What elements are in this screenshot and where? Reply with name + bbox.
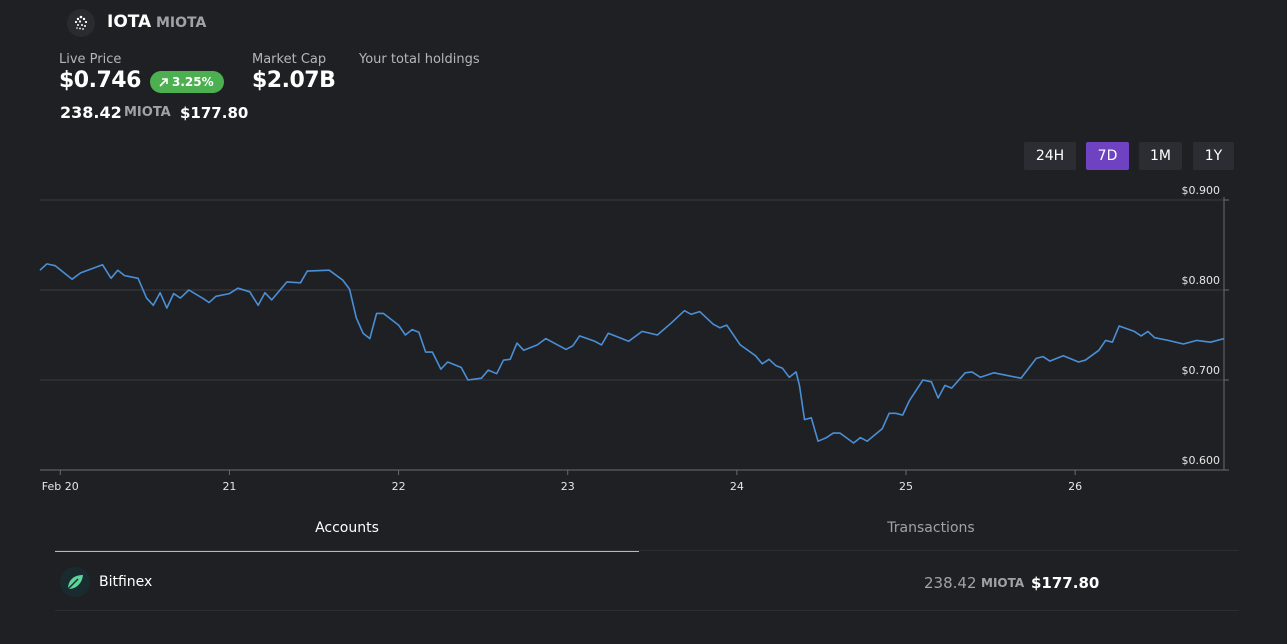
range-button[interactable]: 24H [1024, 142, 1076, 170]
holdings-label: Your total holdings [359, 52, 480, 67]
account-amount: 238.42 [924, 574, 977, 592]
holdings-value: $177.80 [180, 104, 249, 122]
x-tick-label: 22 [392, 480, 406, 493]
y-tick-label: $0.800 [1182, 274, 1221, 287]
range-button[interactable]: 1Y [1193, 142, 1234, 170]
iota-logo [67, 9, 95, 37]
exchange-icon [60, 567, 90, 597]
price-value: $0.746 [59, 68, 141, 93]
y-tick-label: $0.600 [1182, 454, 1221, 467]
holdings-symbol: MIOTA [124, 105, 171, 120]
market-cap-value: $2.07B [252, 68, 336, 93]
x-tick-label: 21 [222, 480, 236, 493]
range-button[interactable]: 7D [1086, 142, 1129, 170]
x-tick-label: Feb 20 [42, 480, 79, 493]
tab-divider [55, 550, 1239, 551]
tab[interactable]: Transactions [887, 520, 975, 536]
account-value: $177.80 [1031, 574, 1100, 592]
price-line [39, 263, 1225, 444]
range-button[interactable]: 1M [1139, 142, 1182, 170]
y-tick-label: $0.700 [1182, 364, 1221, 377]
arrow-icon [159, 77, 168, 87]
price-change: 3.25% [150, 71, 224, 93]
row-divider [55, 610, 1239, 611]
x-tick-label: 24 [730, 480, 744, 493]
tab[interactable]: Accounts [55, 508, 639, 552]
x-tick-label: 23 [561, 480, 575, 493]
coin-symbol: MIOTA [156, 15, 207, 31]
holdings-amount: 238.42 [60, 103, 122, 122]
x-tick-label: 25 [899, 480, 913, 493]
coin-title: IOTA [107, 12, 152, 32]
market-cap-label: Market Cap [252, 52, 327, 67]
account-symbol: MIOTA [981, 576, 1025, 590]
chart: $0.600 $0.700 $0.800 $0.900 Feb 20 21 22 23 24 25… [39, 184, 1229, 493]
price-label: Live Price [59, 52, 122, 67]
y-tick-label: $0.900 [1182, 184, 1221, 197]
x-tick-label: 26 [1068, 480, 1082, 493]
account-name: Bitfinex [99, 574, 153, 590]
change-text: 3.25% [172, 75, 214, 89]
